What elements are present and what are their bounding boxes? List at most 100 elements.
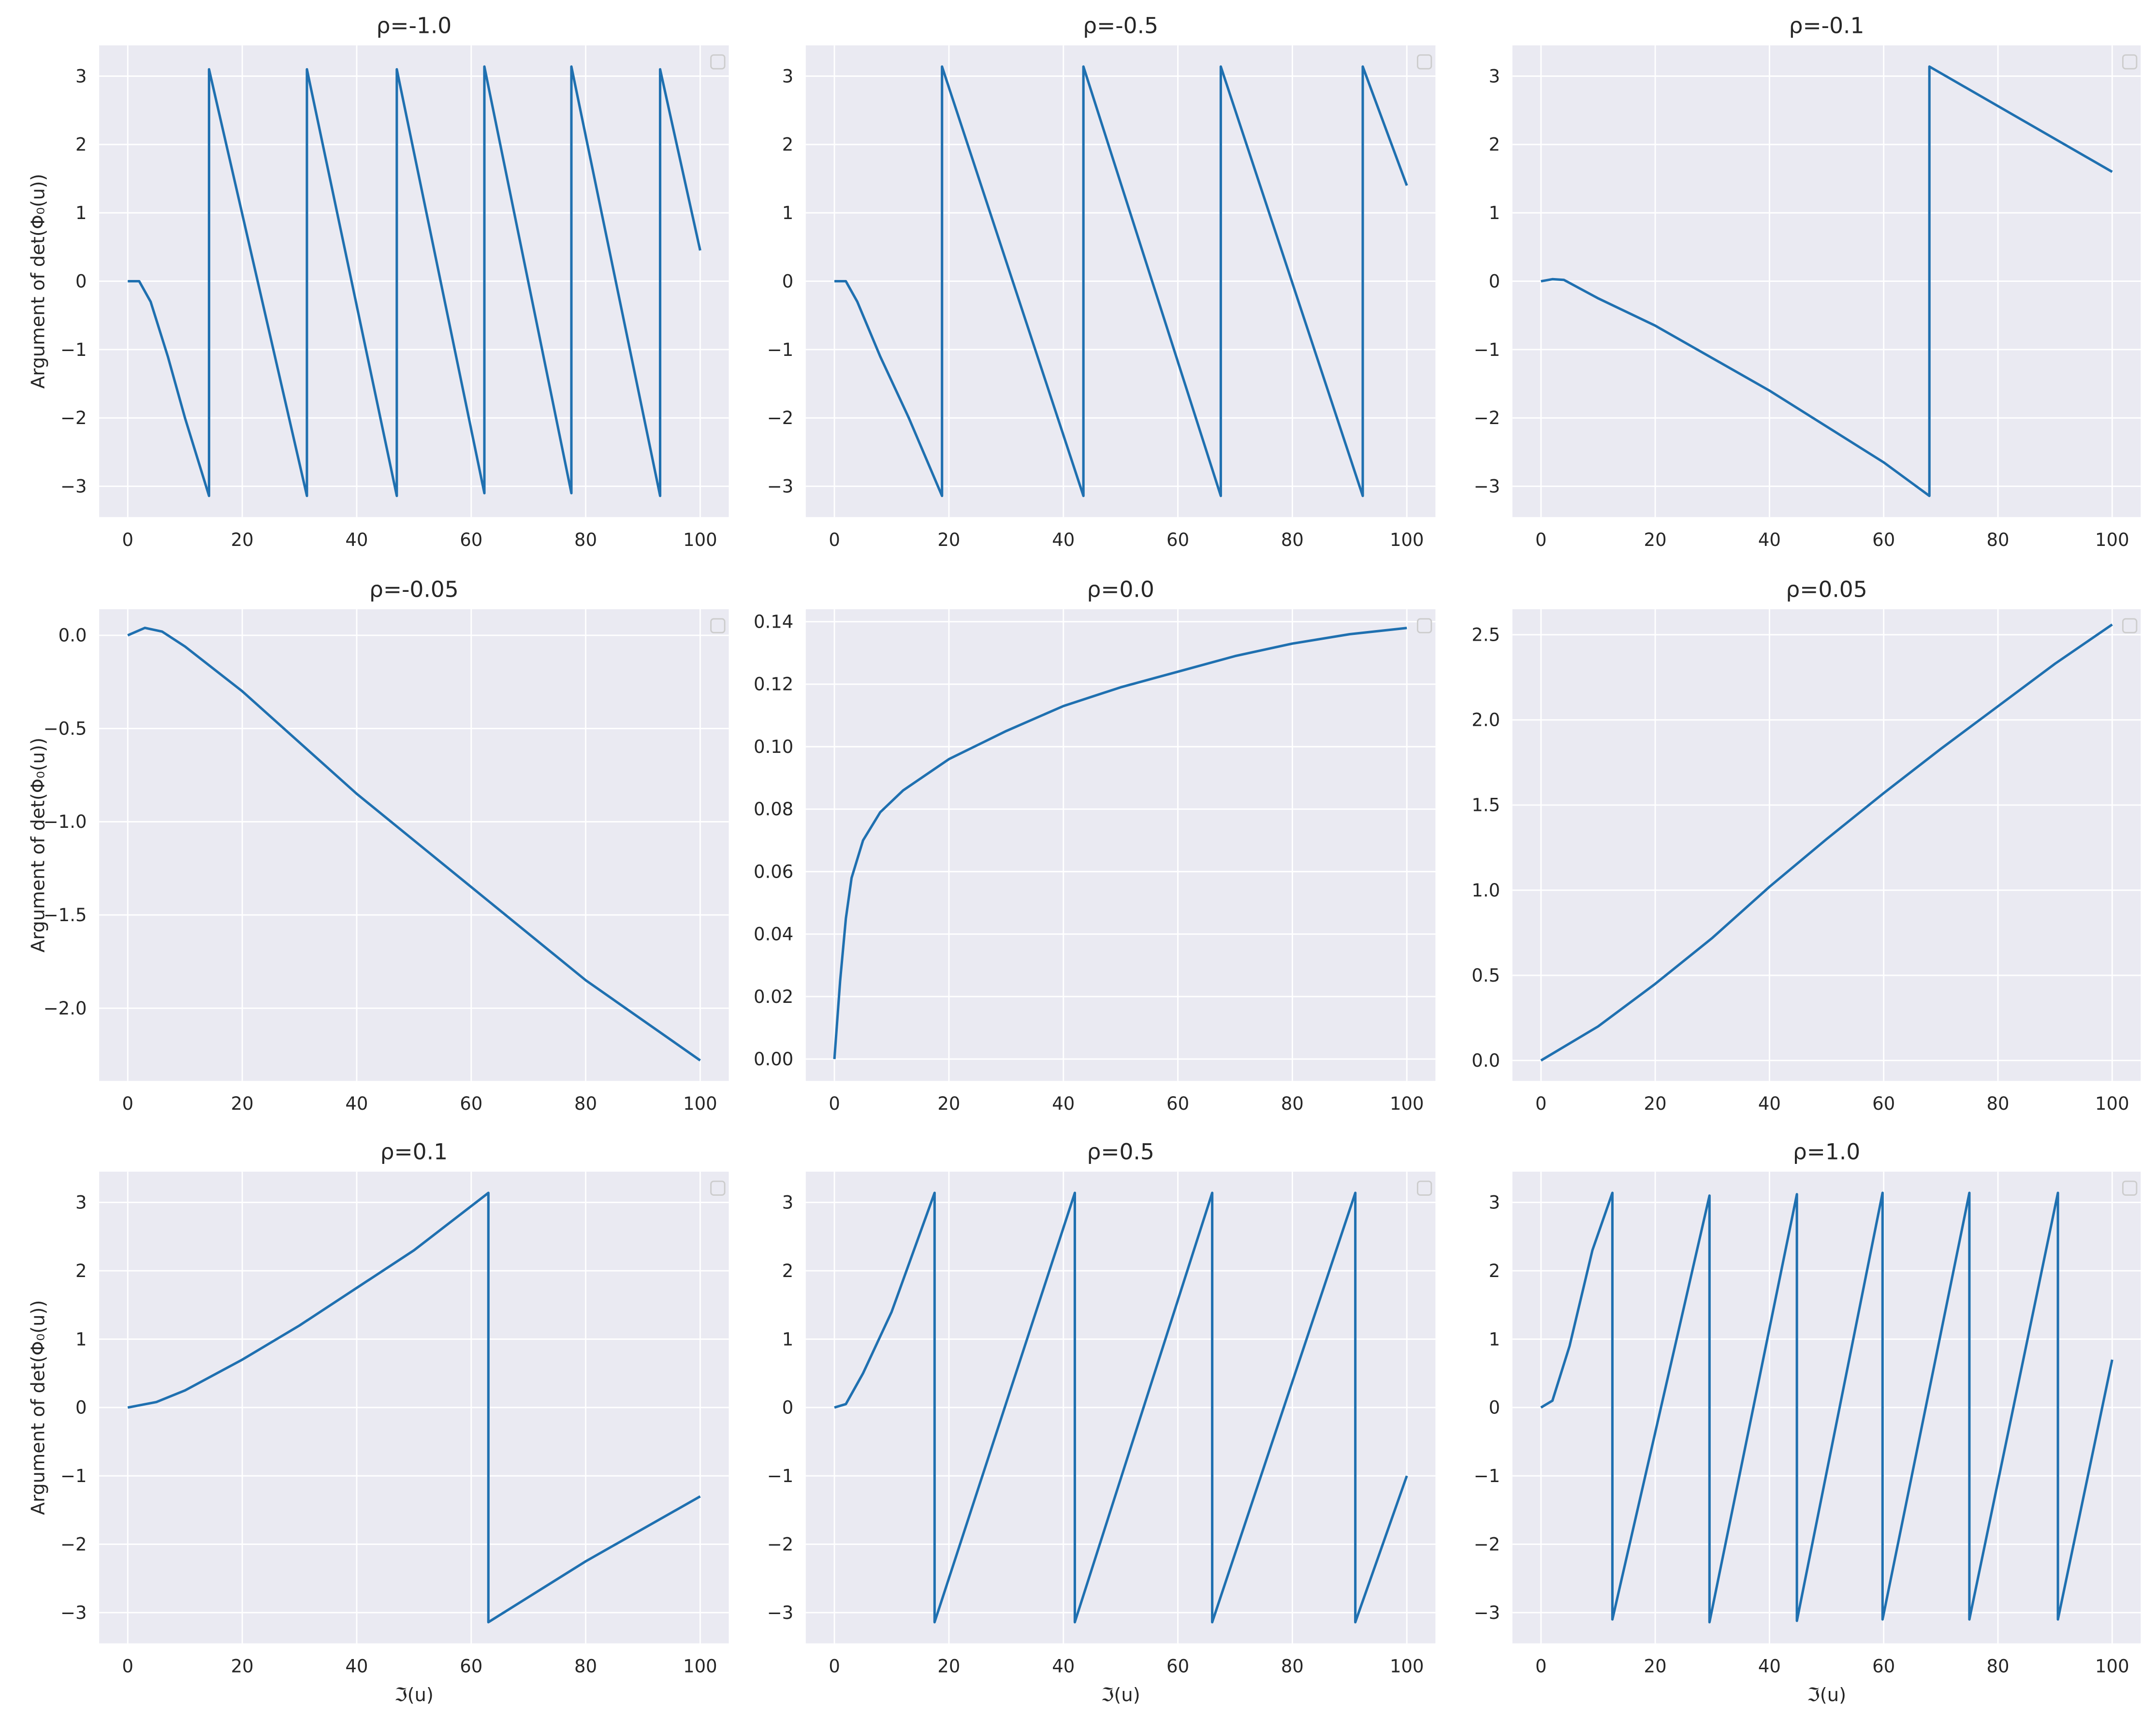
plot-background — [805, 609, 1436, 1081]
y-tick-label: −2 — [1474, 408, 1500, 428]
y-tick-label: 3 — [1489, 1192, 1500, 1213]
legend-box — [710, 54, 726, 70]
x-tick-label: 60 — [1166, 1093, 1189, 1114]
y-tick-label: 2 — [782, 134, 794, 155]
chart-title: ρ=-0.5 — [1083, 13, 1158, 38]
x-tick-label: 60 — [1872, 1656, 1895, 1676]
x-tick-label: 20 — [1644, 1656, 1667, 1676]
legend-box — [2122, 618, 2138, 633]
x-tick-label: 0 — [122, 1093, 134, 1114]
y-tick-label: −3 — [1474, 1602, 1500, 1623]
y-tick-label: −2 — [60, 1534, 87, 1555]
y-tick-label: 2 — [75, 1261, 87, 1281]
x-axis-label: ℑ(u) — [1101, 1684, 1140, 1706]
y-tick-label: −2 — [60, 408, 87, 428]
y-tick-label: −0.5 — [44, 718, 87, 739]
y-tick-label: 3 — [1489, 66, 1500, 87]
x-tick-label: 0 — [829, 529, 840, 550]
y-tick-label: 0.06 — [754, 861, 793, 882]
legend-box — [710, 1180, 726, 1196]
chart-title: ρ=-0.1 — [1789, 13, 1865, 38]
x-tick-label: 20 — [937, 1093, 960, 1114]
x-tick-label: 60 — [1166, 529, 1189, 550]
y-tick-label: 3 — [782, 66, 794, 87]
x-tick-label: 80 — [1987, 1656, 2010, 1676]
chart-title: ρ=0.5 — [1087, 1139, 1154, 1164]
x-tick-label: 0 — [829, 1093, 840, 1114]
x-tick-label: 100 — [2095, 1656, 2129, 1676]
x-tick-label: 0 — [122, 529, 134, 550]
y-tick-label: 0.00 — [754, 1049, 793, 1070]
data-line — [1540, 1191, 2113, 1624]
x-tick-label: 80 — [1281, 1656, 1304, 1676]
chart-title: ρ=0.05 — [1786, 576, 1867, 602]
y-tick-label: 1 — [1489, 203, 1500, 223]
y-tick-label: −1 — [60, 1466, 87, 1486]
x-tick-label: 40 — [1758, 1093, 1781, 1114]
y-tick-label: 1 — [782, 203, 794, 223]
chart-title: ρ=-0.05 — [369, 576, 459, 602]
x-tick-label: 60 — [460, 529, 482, 550]
x-tick-label: 100 — [1390, 529, 1424, 550]
x-tick-label: 20 — [937, 529, 960, 550]
data-line — [834, 65, 1408, 498]
x-tick-label: 40 — [345, 1093, 368, 1114]
y-tick-label: 1 — [75, 1329, 87, 1350]
data-line — [128, 65, 701, 498]
x-tick-label: 80 — [1987, 529, 2010, 550]
legend-box — [1417, 1180, 1432, 1196]
y-tick-label: −2 — [1474, 1534, 1500, 1555]
x-tick-label: 80 — [574, 1093, 597, 1114]
x-tick-label: 100 — [1390, 1093, 1424, 1114]
y-tick-label: 2.0 — [1471, 710, 1500, 731]
x-tick-label: 40 — [1052, 1656, 1075, 1676]
y-tick-label: 1 — [75, 203, 87, 223]
legend-box — [710, 618, 726, 633]
x-tick-label: 40 — [1758, 529, 1781, 550]
y-axis-label: Argument of det(Φ₀(u)) — [27, 737, 49, 953]
x-tick-label: 80 — [1281, 529, 1304, 550]
x-tick-label: 100 — [683, 529, 717, 550]
y-tick-label: 2 — [1489, 134, 1500, 155]
x-tick-label: 100 — [683, 1093, 717, 1114]
x-tick-label: 0 — [1535, 1093, 1547, 1114]
x-axis-label: ℑ(u) — [394, 1684, 434, 1706]
y-tick-label: 0 — [1489, 271, 1500, 292]
x-tick-label: 60 — [1872, 1093, 1895, 1114]
x-tick-label: 60 — [1166, 1656, 1189, 1676]
x-tick-label: 20 — [231, 529, 254, 550]
x-axis-label: ℑ(u) — [1807, 1684, 1846, 1706]
data-line — [1540, 623, 2113, 1062]
y-tick-label: 1.5 — [1471, 795, 1500, 816]
y-tick-label: 1 — [782, 1329, 794, 1350]
y-tick-label: 0.5 — [1471, 965, 1500, 986]
x-tick-label: 80 — [574, 1656, 597, 1676]
y-tick-label: 1 — [1489, 1329, 1500, 1350]
y-tick-label: −3 — [767, 1602, 794, 1623]
x-tick-label: 20 — [1644, 1093, 1667, 1114]
plot-background — [1512, 609, 2141, 1081]
x-tick-label: 20 — [937, 1656, 960, 1676]
x-tick-label: 0 — [829, 1656, 840, 1676]
y-tick-label: 2 — [75, 134, 87, 155]
y-tick-label: −1 — [767, 1466, 794, 1486]
chart-title: ρ=1.0 — [1793, 1139, 1860, 1164]
y-tick-label: −3 — [767, 476, 794, 497]
y-tick-label: 0 — [75, 1397, 87, 1418]
x-tick-label: 40 — [345, 529, 368, 550]
chart-title: ρ=-1.0 — [376, 13, 452, 38]
x-tick-label: 80 — [1281, 1093, 1304, 1114]
y-axis-label: Argument of det(Φ₀(u)) — [27, 1300, 49, 1515]
y-tick-label: −2 — [767, 408, 794, 428]
legend-box — [1417, 54, 1432, 70]
y-tick-label: 1.0 — [1471, 880, 1500, 901]
legend-box — [1417, 618, 1432, 633]
y-tick-label: 0.10 — [754, 736, 793, 757]
y-tick-label: −3 — [1474, 476, 1500, 497]
y-tick-label: 0.04 — [754, 924, 793, 945]
data-line — [833, 627, 1407, 1059]
y-tick-label: 2 — [782, 1261, 794, 1281]
legend-box — [2122, 54, 2138, 70]
x-tick-label: 40 — [345, 1656, 368, 1676]
x-tick-label: 100 — [2095, 1093, 2129, 1114]
